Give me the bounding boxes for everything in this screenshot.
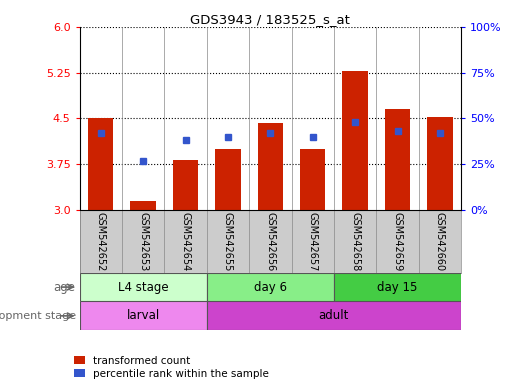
Text: GSM542656: GSM542656 [266,212,275,271]
Text: GSM542660: GSM542660 [435,212,445,271]
Text: larval: larval [127,310,160,322]
Bar [300,149,325,210]
Bar [215,149,241,210]
Text: GSM542655: GSM542655 [223,212,233,271]
Text: day 15: day 15 [377,281,418,294]
Bar [173,160,198,210]
Text: adult: adult [319,310,349,322]
Bar [258,123,283,210]
Text: L4 stage: L4 stage [118,281,169,294]
Text: development stage: development stage [0,311,76,321]
Bar [427,117,453,210]
Bar [207,301,461,330]
Bar [342,71,368,210]
Text: GSM542658: GSM542658 [350,212,360,271]
Text: day 6: day 6 [254,281,287,294]
Bar [385,109,410,210]
Bar [80,301,207,330]
Text: GSM542659: GSM542659 [393,212,402,271]
Text: GSM542652: GSM542652 [96,212,105,271]
Bar [88,118,113,210]
Text: GSM542657: GSM542657 [308,212,317,271]
Bar [334,273,461,301]
Text: GSM542654: GSM542654 [181,212,190,271]
Bar [80,273,207,301]
Title: GDS3943 / 183525_s_at: GDS3943 / 183525_s_at [190,13,350,26]
Text: age: age [54,281,76,294]
Legend: transformed count, percentile rank within the sample: transformed count, percentile rank withi… [74,356,269,379]
Bar [207,273,334,301]
Text: GSM542653: GSM542653 [138,212,148,271]
Bar [130,201,156,210]
